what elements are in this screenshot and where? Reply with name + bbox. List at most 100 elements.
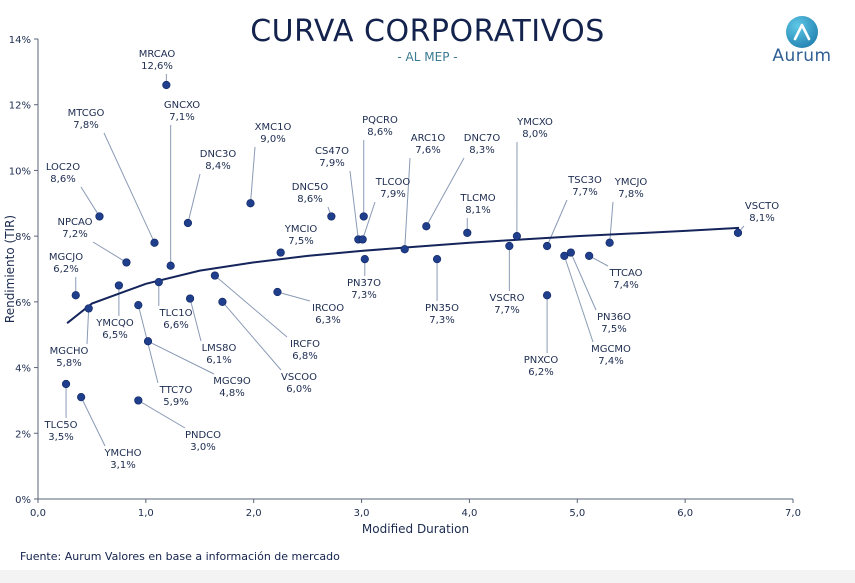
logo-text: Aurum [772, 46, 832, 66]
point-name-label: TTCAO [609, 268, 643, 279]
data-point [218, 297, 227, 306]
y-tick-labels: 0% 2% 4% 6% 8% 10% 12% 14% [9, 35, 38, 506]
data-point [134, 301, 143, 310]
point-name-label: PN36O [597, 312, 631, 323]
chart-canvas: CURVA CORPORATIVOS - AL MEP - Aurum 0,0 1… [0, 0, 855, 570]
point-name-label: PNDCO [185, 430, 221, 441]
leader-line [570, 252, 597, 311]
x-tick-label: 6,0 [677, 508, 693, 519]
point-value-label: 7,5% [288, 236, 313, 247]
point-value-label: 8,0% [522, 129, 547, 140]
leader-line [92, 241, 127, 263]
data-point [150, 238, 159, 247]
point-name-label: DNC7O [464, 133, 501, 144]
point-value-label: 7,4% [598, 356, 623, 367]
data-point [183, 218, 193, 228]
x-tick-label: 7,0 [785, 508, 801, 519]
chart-subtitle: - AL MEP - [397, 50, 458, 64]
point-name-label: YMCXO [516, 117, 553, 128]
data-point [566, 248, 575, 257]
point-name-label: PN37O [347, 278, 381, 289]
y-tick-label: 2% [15, 429, 31, 440]
data-point [61, 379, 71, 389]
point-name-label: VSCOO [281, 372, 317, 383]
leader-line [189, 298, 202, 342]
point-name-label: DNC5O [292, 182, 329, 193]
point-value-label: 7,3% [351, 290, 376, 301]
data-point [542, 241, 552, 251]
leader-line [214, 275, 288, 338]
data-point [733, 228, 743, 237]
point-value-label: 7,6% [415, 145, 440, 156]
leader-line [86, 308, 90, 345]
data-point [358, 235, 367, 244]
leader-line [80, 396, 106, 447]
leader-line [563, 255, 594, 343]
point-value-label: 7,8% [618, 189, 643, 200]
point-name-label: CS47O [315, 146, 349, 157]
chart-title: CURVA CORPORATIVOS [250, 14, 605, 49]
data-point [84, 304, 93, 313]
point-name-label: TLCOO [375, 177, 411, 188]
point-value-label: 6,3% [315, 315, 340, 326]
point-name-label: IRCFO [290, 339, 320, 350]
data-point [71, 291, 80, 300]
leader-line [138, 399, 186, 429]
point-name-label: MGCJO [49, 252, 83, 263]
point-name-label: GNCXO [164, 100, 200, 111]
point-value-label: 6,5% [102, 330, 127, 341]
x-tick-label: 4,0 [461, 508, 477, 519]
point-name-label: LMS8O [202, 343, 237, 354]
data-point [273, 287, 282, 297]
y-tick-label: 10% [9, 166, 31, 177]
leader-line [404, 157, 411, 250]
x-tick-label: 5,0 [569, 508, 585, 519]
point-name-label: VSCRO [490, 293, 525, 304]
x-tick-label: 1,0 [138, 508, 154, 519]
point-value-label: 4,8% [219, 388, 244, 399]
data-point [114, 281, 123, 290]
data-point [122, 258, 131, 267]
point-value-label: 8,4% [205, 161, 230, 172]
point-name-label: PNXCO [524, 355, 559, 366]
leader-line [425, 157, 465, 227]
point-name-label: MTCGO [68, 108, 105, 119]
point-name-label: IRCOO [312, 303, 344, 314]
data-point [95, 212, 104, 221]
point-name-label: YMCHO [103, 448, 141, 459]
x-tick-label: 3,0 [354, 508, 370, 519]
point-labels: MRCAO12,6%MTCGO7,8%GNCXO7,1%DNC3O8,4%XMC… [44, 49, 780, 471]
y-axis-label: Rendimiento (TIR) [3, 215, 17, 323]
point-value-label: 7,4% [613, 280, 638, 291]
point-value-label: 7,9% [380, 189, 405, 200]
data-point [360, 255, 369, 264]
leader-line [546, 199, 568, 247]
point-value-label: 7,7% [572, 187, 597, 198]
data-point [154, 278, 163, 287]
leader-line [103, 132, 155, 243]
point-value-label: 8,6% [50, 174, 75, 185]
leader-line [609, 201, 614, 243]
data-point [185, 294, 195, 303]
point-name-label: TLC5O [44, 420, 78, 431]
data-point [246, 199, 255, 208]
point-value-label: 8,1% [749, 213, 774, 224]
point-value-label: 6,1% [206, 355, 231, 366]
data-point [210, 271, 219, 280]
point-name-label: YMCIO [284, 224, 318, 235]
point-value-label: 8,6% [367, 127, 392, 138]
data-point [512, 232, 521, 241]
leader-line [249, 146, 256, 204]
data-point [585, 251, 594, 260]
data-point [162, 80, 171, 90]
point-value-label: 3,0% [190, 442, 215, 453]
point-name-label: TSC3O [567, 175, 602, 186]
point-value-label: 6,8% [292, 351, 317, 362]
point-name-label: LOC2O [46, 162, 80, 173]
point-name-label: DNC3O [200, 149, 237, 160]
point-value-label: 8,3% [469, 145, 494, 156]
y-tick-label: 0% [15, 495, 31, 506]
point-value-label: 3,1% [110, 460, 135, 471]
data-point [143, 337, 153, 346]
x-tick-label: 2,0 [246, 508, 262, 519]
